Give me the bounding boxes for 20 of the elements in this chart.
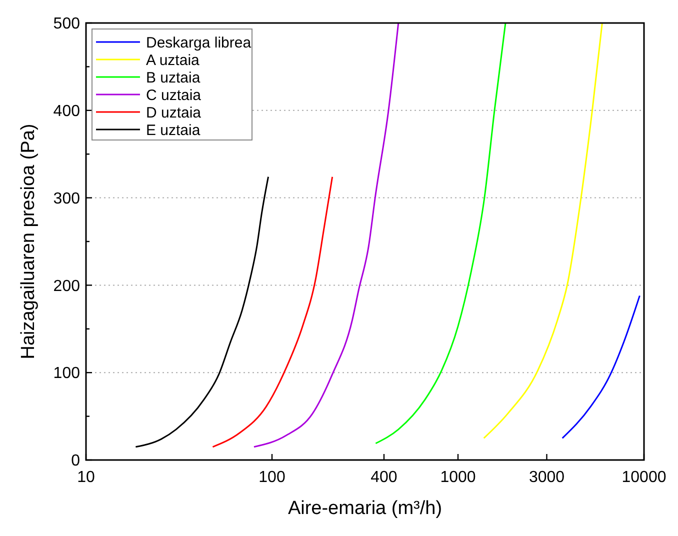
x-tick-label: 1000 bbox=[440, 469, 476, 486]
y-axis-title: Haizagailuaren presioa (Pa) bbox=[18, 124, 39, 360]
legend-label: E uztaia bbox=[146, 122, 201, 139]
x-tick-label: 3000 bbox=[528, 469, 565, 486]
x-tick-label: 10 bbox=[77, 469, 95, 486]
x-tick-label: 100 bbox=[258, 469, 286, 486]
y-tick-label: 0 bbox=[71, 452, 80, 470]
x-tick-label: 10000 bbox=[622, 469, 666, 486]
y-tick-label: 100 bbox=[53, 365, 80, 382]
legend-label: A uztaia bbox=[146, 52, 200, 69]
y-tick-label: 200 bbox=[53, 278, 80, 295]
y-tick-label: 300 bbox=[53, 190, 80, 208]
legend-label: B uztaia bbox=[146, 69, 201, 86]
y-tick-label: 500 bbox=[53, 16, 80, 33]
legend-label: C uztaia bbox=[146, 86, 202, 104]
y-tick-label: 400 bbox=[53, 103, 80, 120]
legend-label: D uztaia bbox=[146, 104, 202, 122]
legend-label: Deskarga librea bbox=[146, 34, 252, 52]
x-axis-title: Aire-emaria (m³/h) bbox=[288, 498, 442, 519]
x-tick-label: 400 bbox=[370, 469, 398, 486]
